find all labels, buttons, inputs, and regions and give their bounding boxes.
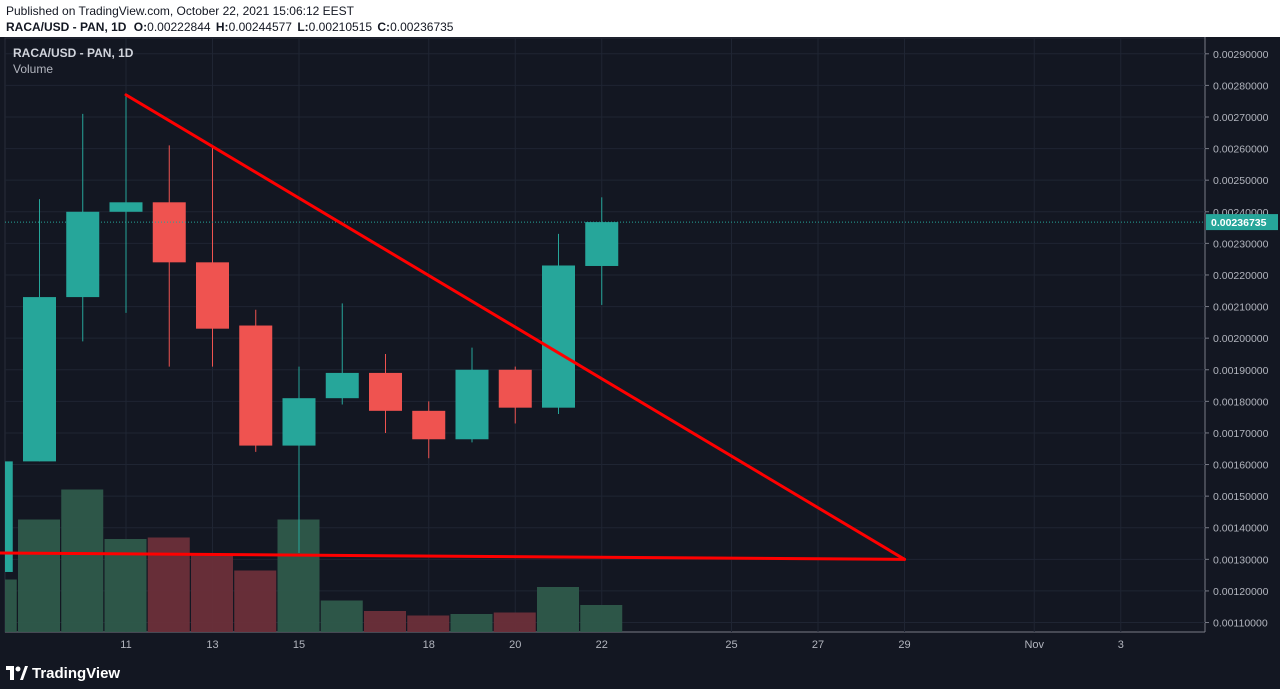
x-tick-label: 22	[596, 639, 608, 651]
y-tick-label: 0.00250000	[1213, 175, 1269, 187]
y-tick-label: 0.00290000	[1213, 49, 1269, 61]
high-value: 0.00244577	[228, 20, 292, 34]
candle-body	[412, 410, 446, 440]
publish-header: Published on TradingView.com, October 22…	[0, 0, 1280, 37]
trendline	[0, 551, 906, 561]
volume-bar	[18, 519, 60, 632]
open-label: O:	[133, 20, 148, 34]
volume-bar	[364, 611, 406, 632]
y-tick-label: 0.00230000	[1213, 238, 1269, 250]
tradingview-logo[interactable]: TradingView	[6, 663, 120, 683]
volume-bar	[234, 570, 277, 632]
candle-body	[325, 372, 359, 399]
volume-bar	[407, 615, 450, 632]
chart-legend: RACA/USD - PAN, 1D Volume	[13, 45, 133, 77]
current-price-tag	[1206, 214, 1278, 231]
y-tick-label: 0.00120000	[1213, 586, 1269, 598]
open-value: 0.00222844	[147, 20, 211, 34]
high-label: H:	[215, 20, 229, 34]
candle-body	[585, 222, 619, 266]
volume-bar	[5, 579, 17, 632]
x-tick-label: 13	[206, 639, 218, 651]
plot-frame	[4, 37, 1206, 633]
x-tick-label: 18	[423, 639, 435, 651]
low-label: L:	[297, 20, 309, 34]
y-tick-label: 0.00180000	[1213, 396, 1269, 408]
candle-body	[369, 372, 402, 411]
volume-bar	[580, 605, 623, 632]
volume-bar	[191, 554, 233, 632]
y-tick-label: 0.00280000	[1213, 80, 1269, 92]
footer: TradingView	[0, 656, 1280, 689]
candle-body	[239, 325, 273, 446]
x-tick-label: 11	[120, 639, 131, 651]
y-tick-label: 0.00270000	[1213, 112, 1269, 124]
x-tick-label: 29	[898, 639, 910, 651]
y-tick-label: 0.00110000	[1213, 618, 1268, 630]
low-value: 0.00210515	[308, 20, 373, 34]
candle-body	[542, 265, 575, 408]
x-tick-label: 20	[509, 639, 521, 651]
volume-bar	[147, 537, 190, 632]
volume-bar	[61, 489, 104, 632]
candle-body	[23, 297, 56, 462]
candle-body	[282, 398, 316, 446]
y-tick-label: 0.00150000	[1213, 491, 1269, 503]
x-tick-label: 3	[1118, 639, 1124, 651]
candle-body	[152, 202, 186, 263]
volume-bar	[493, 612, 536, 632]
y-tick-label: 0.00170000	[1213, 428, 1269, 440]
y-tick-label: 0.00130000	[1213, 554, 1269, 566]
volume-bar	[537, 587, 579, 632]
y-tick-label: 0.00160000	[1213, 460, 1269, 472]
candle-body	[455, 369, 489, 440]
price-axis-bg	[1205, 37, 1280, 656]
published-info: Published on TradingView.com, October 22…	[6, 4, 354, 18]
trendline	[124, 93, 906, 561]
close-label: C:	[377, 20, 391, 34]
y-tick-label: 0.00220000	[1213, 270, 1269, 282]
x-tick-label: Nov	[1024, 639, 1044, 651]
y-tick-label: 0.00210000	[1213, 302, 1269, 314]
chart-area[interactable]: 0.00290000 0.00280000 0.00270000 0.00260000…	[0, 37, 1280, 656]
x-tick-label: 27	[812, 639, 824, 651]
y-tick-label: 0.00260000	[1213, 144, 1269, 156]
x-tick-label: 25	[725, 639, 737, 651]
tradingview-logo-icon	[6, 666, 28, 680]
candle-body	[109, 202, 143, 212]
volume-bar	[320, 600, 363, 632]
y-tick-label: 0.00200000	[1213, 333, 1269, 345]
y-tick-label: 0.00140000	[1213, 523, 1269, 535]
candle-body	[5, 461, 13, 572]
candle-body	[66, 211, 100, 298]
candlestick-chart[interactable]: 0.00290000 0.00280000 0.00270000 0.00260000…	[0, 37, 1280, 656]
legend-symbol: RACA/USD - PAN, 1D	[13, 46, 134, 60]
candle-body	[498, 369, 532, 408]
y-tick-label: 0.00190000	[1213, 365, 1269, 377]
current-price-label: 0.00236735	[1211, 217, 1267, 229]
symbol-title: RACA/USD - PAN, 1D	[6, 20, 127, 34]
x-tick-label: 15	[293, 639, 305, 651]
candle-body	[196, 262, 229, 329]
legend-volume: Volume	[13, 62, 54, 76]
volume-bar	[450, 614, 493, 632]
ohlc-readout: RACA/USD - PAN, 1D O:0.00222844 H:0.0024…	[6, 20, 453, 34]
close-value: 0.00236735	[390, 20, 454, 34]
brand-name: TradingView	[32, 664, 121, 682]
